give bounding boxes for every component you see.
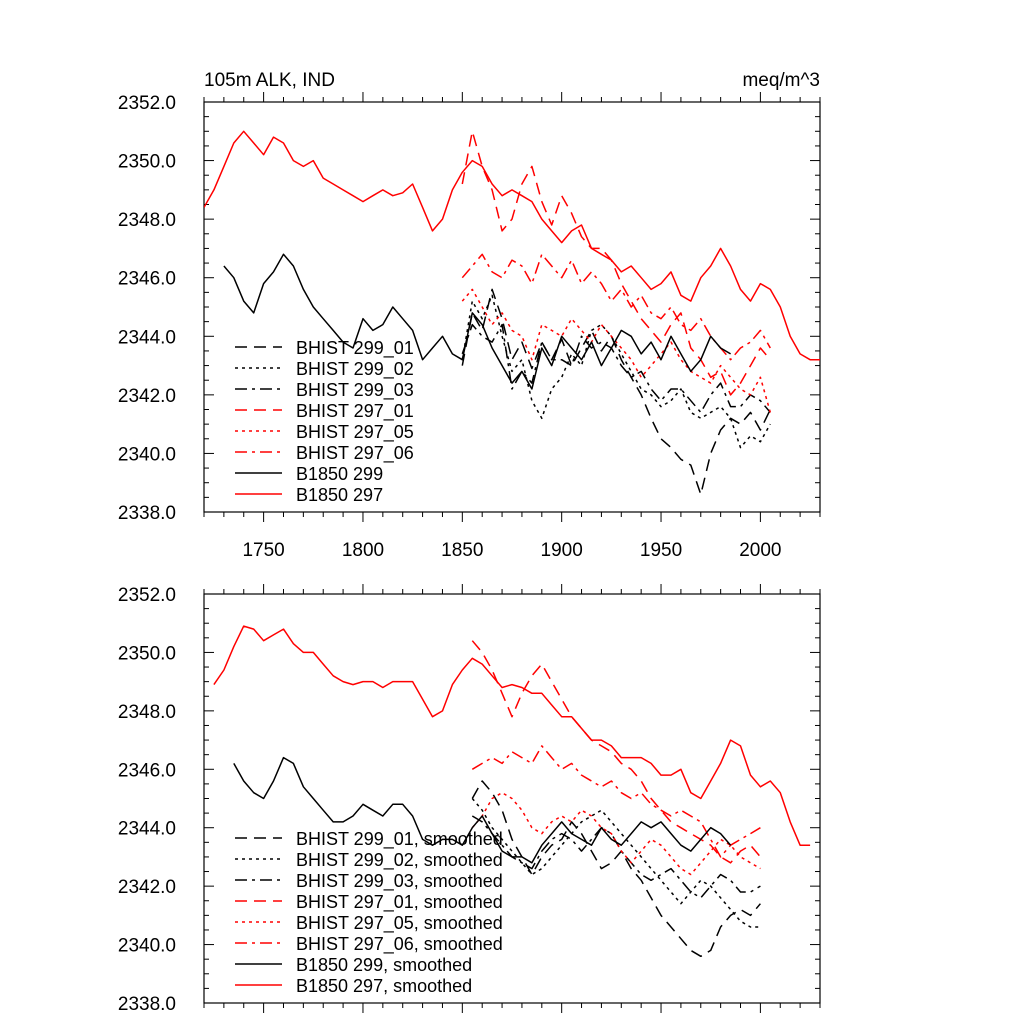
series-line (471, 791, 761, 876)
units-label: meq/m^3 (742, 70, 820, 91)
legend-label: BHIST 297_05 (296, 422, 414, 443)
series-line (213, 625, 811, 846)
series-line (471, 745, 761, 858)
series-line (471, 640, 761, 864)
y-tick-label: 2340.0 (118, 444, 176, 465)
legend-label: BHIST 297_01 (296, 401, 414, 422)
y-tick-label: 2352.0 (118, 585, 176, 606)
legend-label: BHIST 297_05, smoothed (296, 913, 503, 934)
legend-label: B1850 299 (296, 464, 383, 484)
legend-label: BHIST 297_06 (296, 443, 414, 464)
legend-label: BHIST 299_01 (296, 338, 414, 359)
y-tick-label: 2348.0 (118, 702, 176, 723)
legend-label: B1850 297, smoothed (296, 976, 472, 996)
y-tick-label: 2344.0 (118, 819, 176, 840)
x-tick-label: 1800 (342, 540, 384, 561)
x-tick-label: 1900 (541, 540, 583, 561)
chart-title: 105m ALK, IND (204, 70, 335, 91)
legend-label: B1850 297 (296, 485, 383, 505)
series-line (461, 323, 771, 414)
y-tick-label: 2350.0 (118, 152, 176, 173)
y-tick-label: 2338.0 (118, 994, 176, 1015)
y-tick-label: 2338.0 (118, 503, 176, 524)
y-tick-label: 2344.0 (118, 327, 176, 348)
series-line (471, 780, 761, 958)
series-line (204, 130, 820, 361)
legend-label: BHIST 297_01, smoothed (296, 892, 503, 913)
y-tick-label: 2342.0 (118, 877, 176, 898)
legend-label: BHIST 299_03, smoothed (296, 871, 503, 892)
y-tick-label: 2352.0 (118, 93, 176, 114)
series-line (461, 130, 771, 396)
y-tick-label: 2342.0 (118, 386, 176, 407)
x-tick-label: 1850 (441, 540, 483, 561)
series-line (461, 288, 772, 413)
legend-label: B1850 299, smoothed (296, 955, 472, 975)
y-tick-label: 2350.0 (118, 643, 176, 664)
legend-label: BHIST 299_02, smoothed (296, 850, 503, 871)
series-line (461, 288, 771, 496)
series-line (223, 253, 731, 390)
top-panel: 105m ALK, IND meq/m^3 2338.0 2340.0 2342.0… (118, 70, 821, 561)
bottom-panel: 2338.0 2340.0 2342.0 2344.0 2346.0 2348.0 2350… (118, 584, 821, 1015)
x-tick-label: 1750 (242, 540, 284, 561)
x-tick-label: 1950 (640, 540, 682, 561)
legend-label: BHIST 299_03 (296, 380, 414, 401)
series-line (461, 294, 771, 449)
y-tick-label: 2348.0 (118, 210, 176, 231)
y-tick-label: 2340.0 (118, 936, 176, 957)
legend-label: BHIST 299_01, smoothed (296, 829, 503, 850)
series-line (471, 798, 761, 928)
legend-label: BHIST 297_06, smoothed (296, 934, 503, 955)
legend-label: BHIST 299_02 (296, 359, 414, 380)
x-tick-label: 2000 (739, 540, 781, 561)
series-line (233, 756, 732, 864)
y-tick-label: 2346.0 (118, 269, 176, 290)
y-tick-label: 2346.0 (118, 760, 176, 781)
